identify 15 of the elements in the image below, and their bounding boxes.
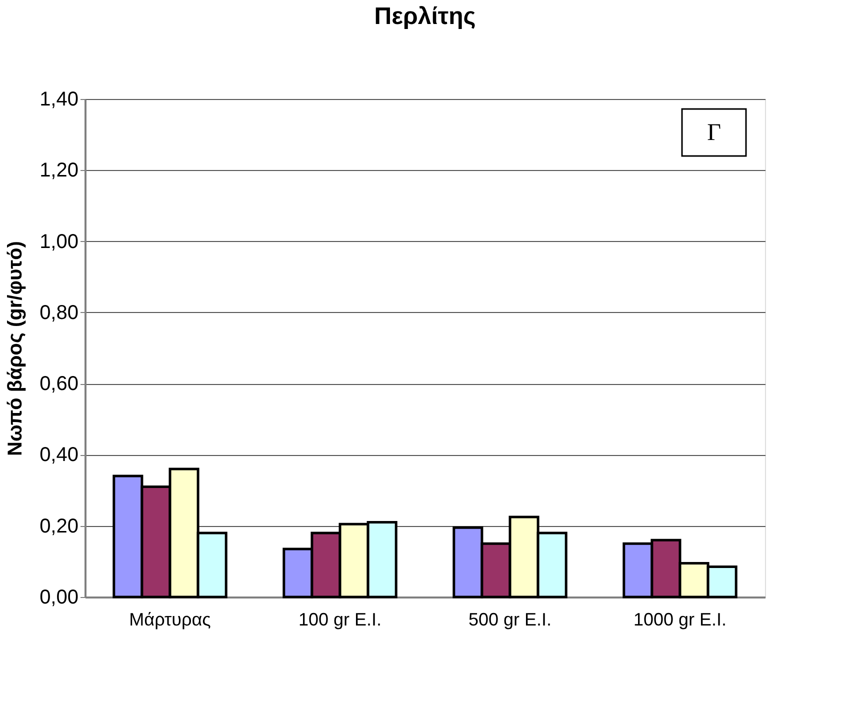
y-tick-label: 1,00	[40, 230, 78, 253]
x-tick-label: Μάρτυρας	[129, 610, 212, 630]
x-tick-label: 1000 gr E.I.	[633, 610, 727, 630]
annotation: Γ	[707, 120, 722, 146]
x-tick-label: 100 gr E.I.	[298, 610, 382, 630]
y-tick-label: 0,80	[40, 302, 78, 324]
y-tick-label: 0,00	[40, 586, 78, 608]
y-tick-label: 0,20	[40, 515, 78, 538]
x-tick-label: 500 gr E.I.	[468, 610, 552, 630]
chart-title: Περλίτης	[374, 3, 476, 30]
y-tick-label: 0,60	[40, 373, 78, 396]
y-tick-label: 0,40	[40, 444, 78, 466]
y-tick-label: 1,20	[40, 160, 78, 182]
y-axis-title: Νωπό βάρος (gr/φυτό)	[4, 241, 27, 456]
y-tick-label: 1,40	[40, 88, 78, 110]
